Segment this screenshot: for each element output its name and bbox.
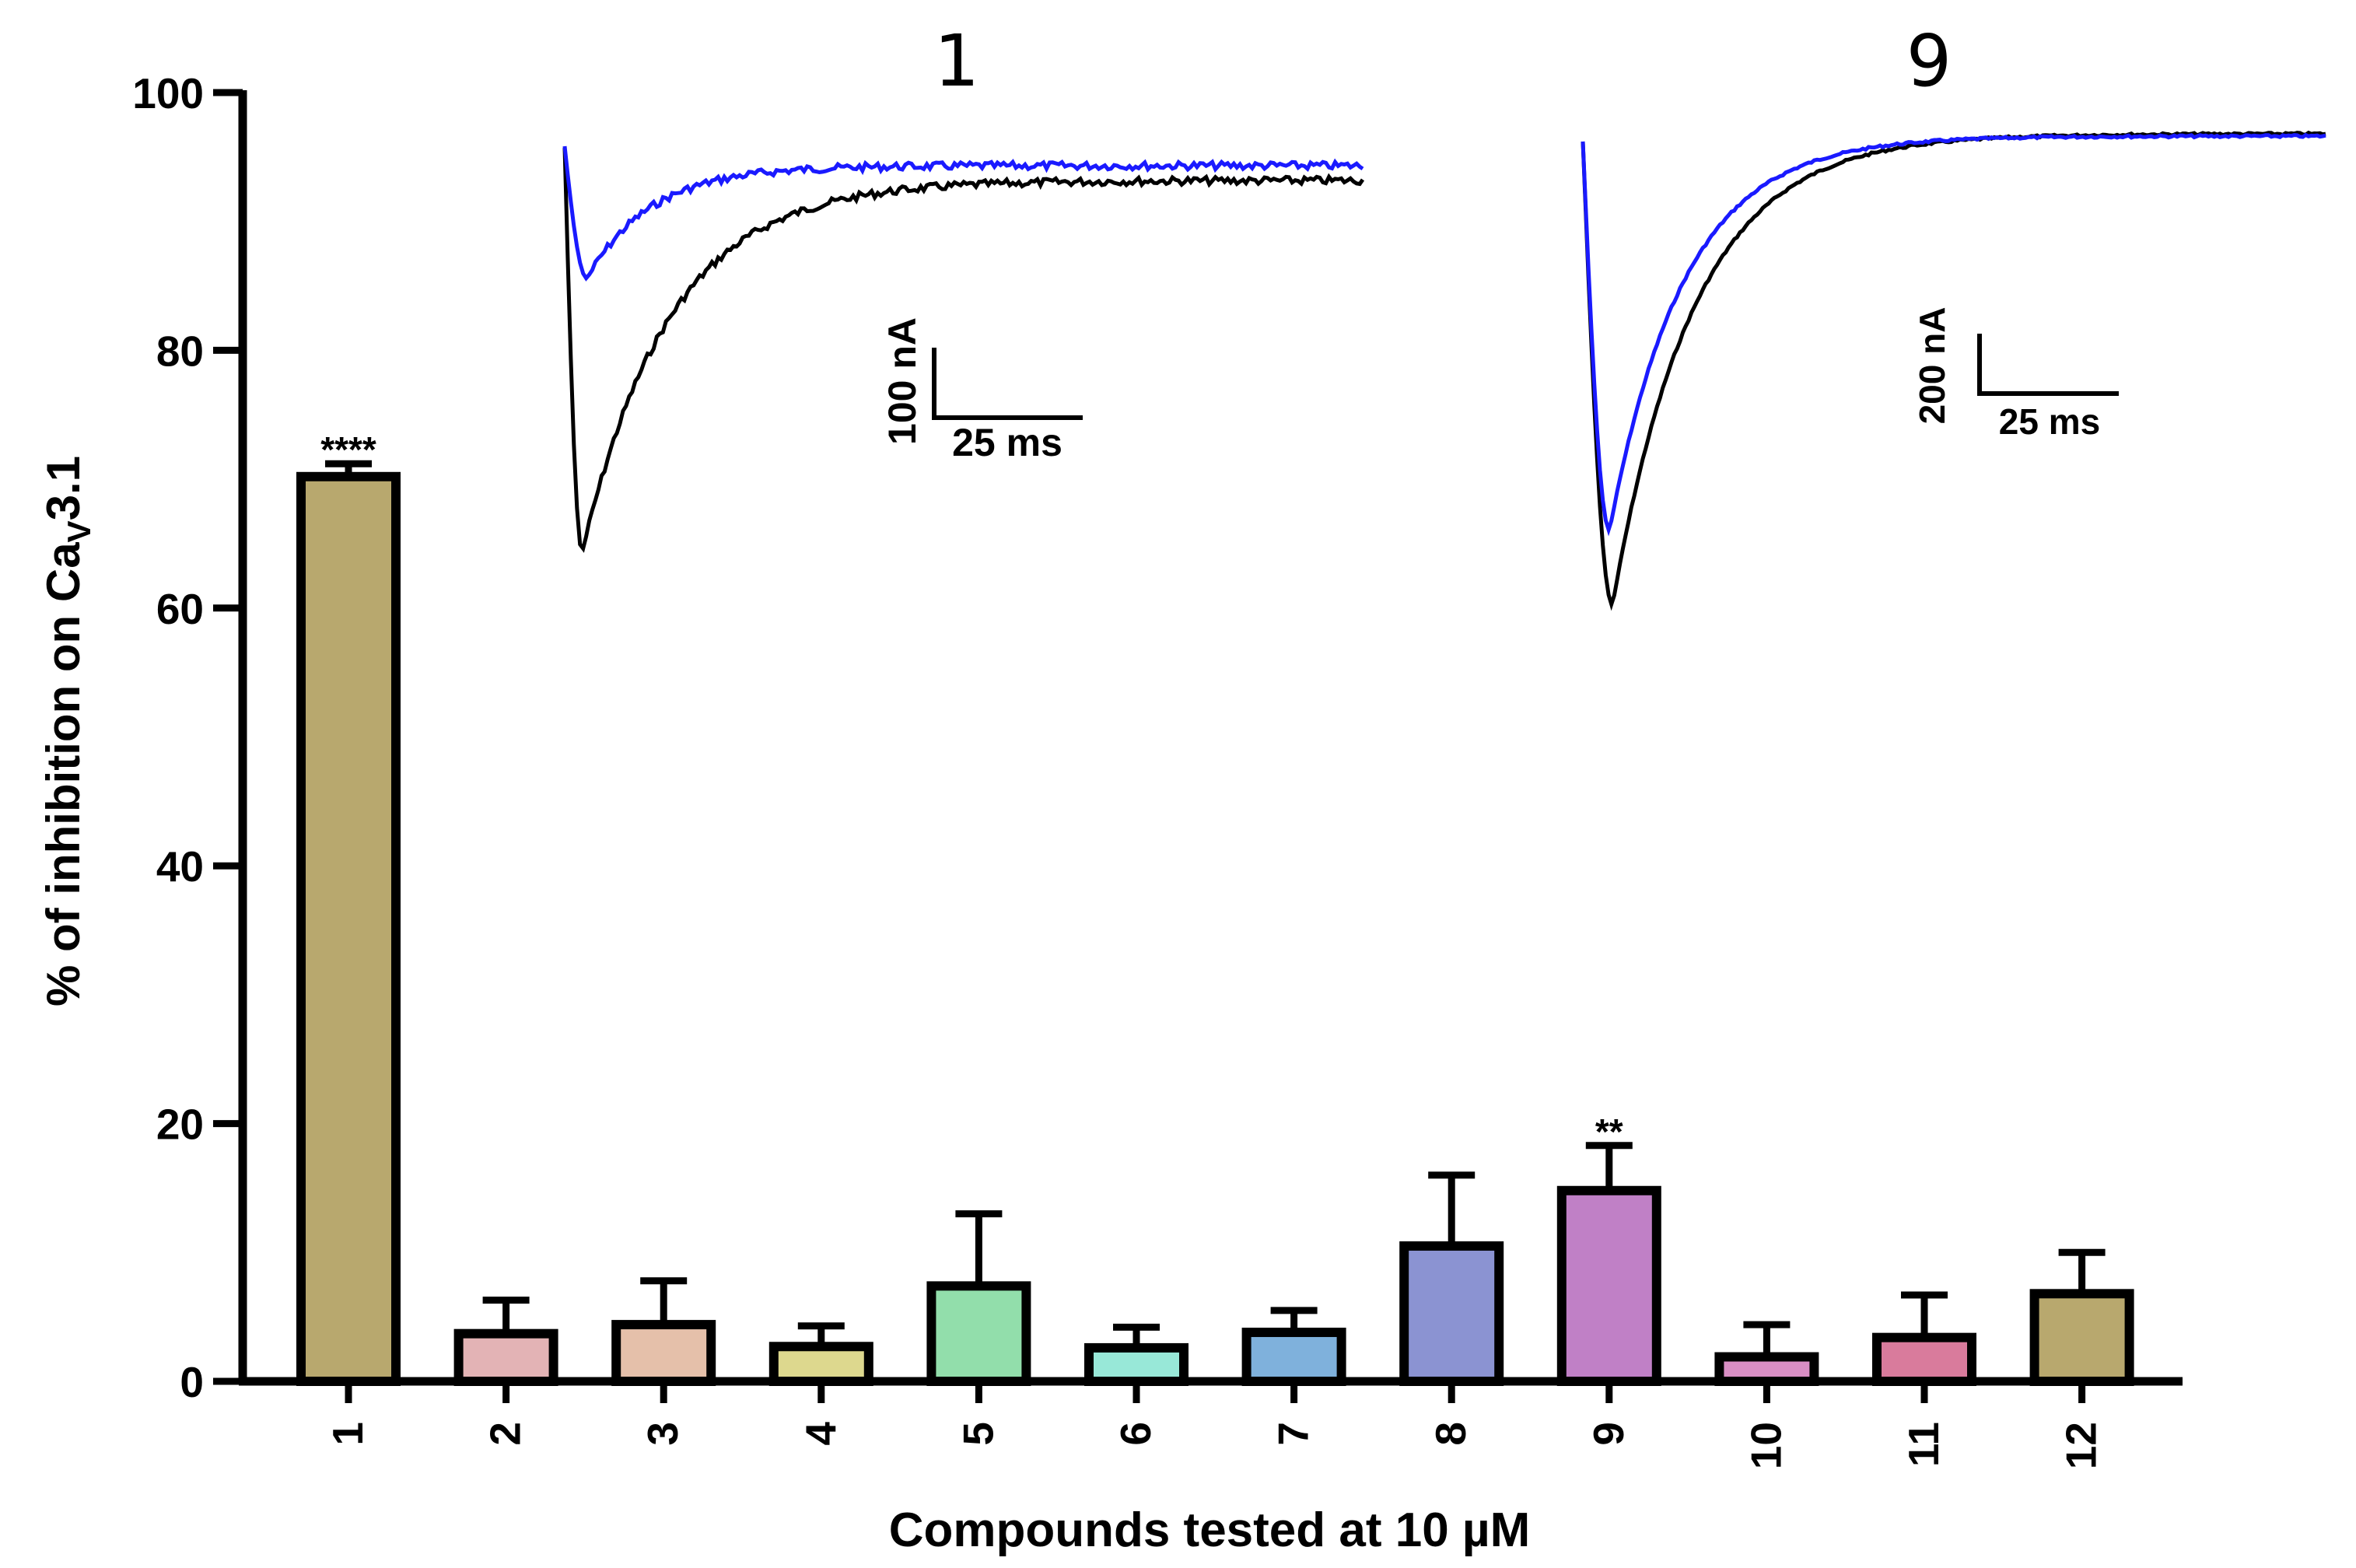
inset-trace-compound-9: 9 200 nA 25 ms <box>1581 19 2326 611</box>
x-tick-label-8: 8 <box>1427 1422 1475 1446</box>
x-tick-label-7: 7 <box>1269 1422 1318 1446</box>
y-axis-label: % of inhibition on CaV3.1 <box>37 456 97 1006</box>
inset-9-control-trace <box>1581 130 2326 611</box>
bar-7 <box>1241 1328 1346 1387</box>
x-tick-label-11: 11 <box>1899 1422 1948 1467</box>
inset-9-scale-x-label: 25 ms <box>1999 401 2100 442</box>
bar-2 <box>453 1328 558 1387</box>
x-tick-label-2: 2 <box>481 1422 530 1446</box>
y-tick-label-100: 100 <box>132 69 204 117</box>
y-axis-label-subscript: V <box>61 520 97 542</box>
inset-title-9: 9 <box>1906 19 1952 103</box>
bar-11 <box>1872 1332 1976 1386</box>
x-tick-label-9: 9 <box>1584 1422 1633 1446</box>
bar-9 <box>1556 1185 1661 1387</box>
bar-12 <box>2029 1289 2134 1386</box>
inset-title-1: 1 <box>934 19 980 103</box>
x-axis-label: Compounds tested at 10 µM <box>889 1503 1531 1557</box>
bar-1 <box>296 471 401 1386</box>
x-tick-label-4: 4 <box>796 1422 845 1446</box>
x-tick-label-12: 12 <box>2057 1422 2106 1469</box>
bar-10 <box>1714 1352 1819 1386</box>
inset-1-scale-y-label: 100 nA <box>880 317 924 445</box>
significance-1: **** <box>320 429 376 470</box>
inset-1-control-trace <box>562 147 1365 553</box>
bar-8 <box>1399 1241 1504 1387</box>
significance-9: ** <box>1595 1111 1623 1152</box>
inset-1-compound-trace <box>562 145 1364 282</box>
y-tick-label-80: 80 <box>156 327 204 375</box>
x-tick-label-3: 3 <box>639 1422 687 1446</box>
x-tick-label-6: 6 <box>1111 1422 1160 1446</box>
y-tick-label-0: 0 <box>180 1358 204 1406</box>
bar-4 <box>768 1342 873 1386</box>
bar-3 <box>611 1320 716 1387</box>
y-tick-label-20: 20 <box>156 1101 204 1149</box>
x-tick-label-5: 5 <box>954 1422 1002 1446</box>
inset-trace-compound-1: 1 100 nA 25 ms <box>562 19 1365 553</box>
inset-9-compound-trace <box>1581 132 2326 537</box>
y-tick-label-60: 60 <box>156 585 204 633</box>
x-tick-label-10: 10 <box>1742 1422 1790 1469</box>
inset-1-scale-x-label: 25 ms <box>952 421 1062 464</box>
x-tick-label-1: 1 <box>324 1422 372 1446</box>
y-tick-label-40: 40 <box>156 842 204 891</box>
bar-6 <box>1084 1342 1189 1386</box>
y-axis-label-main: % of inhibition on Ca <box>37 542 89 1006</box>
y-axis-label-tail: 3.1 <box>37 456 89 520</box>
bar-5 <box>926 1281 1031 1386</box>
inset-9-scale-y-label: 200 nA <box>1912 307 1952 425</box>
